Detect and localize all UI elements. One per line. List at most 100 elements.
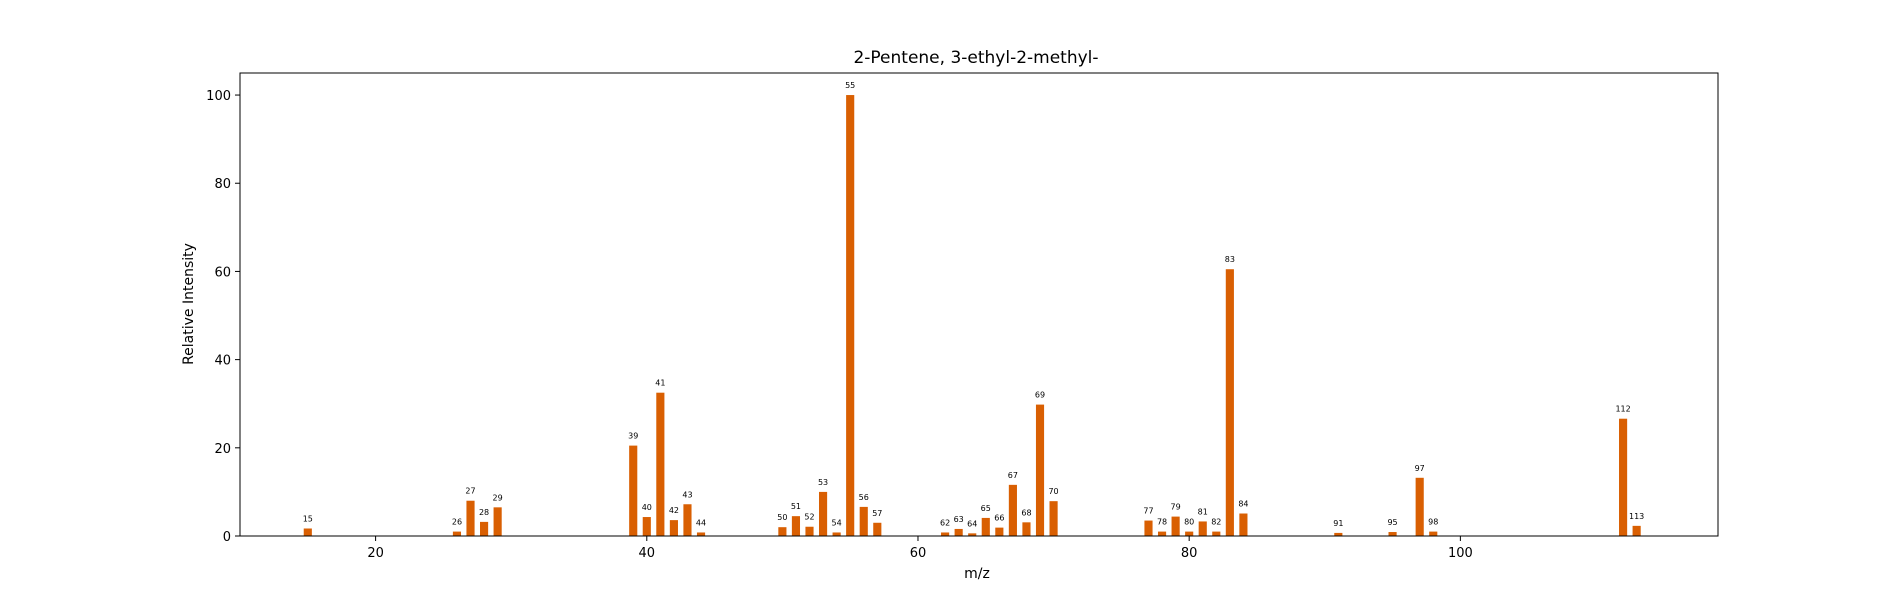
bar-mz-95 bbox=[1388, 532, 1397, 536]
bar-mz-43 bbox=[683, 504, 692, 536]
bars-group bbox=[303, 95, 1641, 537]
bar-label: 81 bbox=[1198, 507, 1208, 516]
bar-mz-54 bbox=[832, 532, 841, 536]
bar-label: 26 bbox=[452, 518, 462, 527]
bar-mz-81 bbox=[1198, 521, 1207, 536]
bar-mz-70 bbox=[1049, 501, 1058, 536]
bar-mz-84 bbox=[1239, 513, 1248, 536]
bar-label: 27 bbox=[465, 487, 475, 496]
bar-mz-42 bbox=[669, 520, 678, 536]
x-tick-label: 100 bbox=[1448, 546, 1473, 561]
bar-label: 65 bbox=[981, 504, 991, 513]
bar-label: 62 bbox=[940, 518, 950, 527]
bar-label: 79 bbox=[1171, 503, 1181, 512]
y-tick-label: 60 bbox=[214, 265, 231, 280]
bar-label: 112 bbox=[1615, 405, 1630, 414]
bar-label: 70 bbox=[1048, 487, 1058, 496]
bar-mz-68 bbox=[1022, 522, 1031, 536]
bar-label: 43 bbox=[682, 490, 692, 499]
bar-label: 39 bbox=[628, 432, 638, 441]
bar-mz-55 bbox=[846, 95, 855, 537]
bar-label: 83 bbox=[1225, 255, 1235, 264]
bar-label: 69 bbox=[1035, 391, 1045, 400]
bar-label: 50 bbox=[777, 513, 787, 522]
bar-mz-112 bbox=[1619, 418, 1628, 536]
y-axis-title: Relative Intensity bbox=[181, 243, 197, 365]
bar-mz-41 bbox=[656, 392, 665, 536]
bar-label: 64 bbox=[967, 519, 977, 528]
bar-label: 28 bbox=[479, 508, 489, 517]
x-tick-label: 60 bbox=[910, 546, 927, 561]
bar-label: 77 bbox=[1143, 507, 1153, 516]
bar-mz-29 bbox=[493, 507, 502, 536]
bar-mz-64 bbox=[968, 533, 977, 536]
bar-label: 95 bbox=[1387, 518, 1397, 527]
bar-label: 78 bbox=[1157, 518, 1167, 527]
bar-mz-40 bbox=[642, 517, 651, 536]
bar-mz-80 bbox=[1185, 531, 1194, 536]
bar-mz-83 bbox=[1225, 269, 1234, 536]
y-tick-label: 40 bbox=[214, 354, 231, 369]
bar-mz-97 bbox=[1415, 477, 1424, 536]
y-tick-label: 80 bbox=[214, 177, 231, 192]
bar-label: 63 bbox=[954, 515, 964, 524]
bar-label: 57 bbox=[872, 509, 882, 518]
bar-label: 52 bbox=[804, 513, 814, 522]
bar-mz-69 bbox=[1035, 404, 1045, 536]
bar-mz-66 bbox=[995, 527, 1004, 536]
bar-label: 82 bbox=[1211, 518, 1221, 527]
bar-label: 66 bbox=[994, 514, 1004, 523]
bar-mz-63 bbox=[954, 528, 963, 536]
bar-label: 68 bbox=[1021, 508, 1031, 517]
bar-mz-62 bbox=[941, 532, 950, 536]
bar-mz-98 bbox=[1429, 531, 1438, 536]
chart-title: 2-Pentene, 3-ethyl-2-methyl- bbox=[853, 48, 1098, 68]
bar-label: 41 bbox=[655, 379, 665, 388]
bar-label: 113 bbox=[1629, 512, 1644, 521]
bar-label: 55 bbox=[845, 81, 855, 90]
bar-mz-51 bbox=[791, 516, 801, 536]
bar-mz-91 bbox=[1334, 532, 1343, 536]
bar-label: 91 bbox=[1333, 519, 1343, 528]
bar-mz-113 bbox=[1632, 525, 1641, 536]
bar-mz-82 bbox=[1212, 531, 1221, 536]
x-tick-label: 20 bbox=[367, 546, 384, 561]
bar-label: 42 bbox=[669, 506, 679, 515]
bar-label: 98 bbox=[1428, 518, 1438, 527]
y-tick-label: 0 bbox=[223, 530, 231, 545]
bar-label: 40 bbox=[642, 503, 652, 512]
bar-mz-79 bbox=[1171, 516, 1180, 536]
bar-label: 56 bbox=[859, 493, 869, 502]
bar-mz-77 bbox=[1144, 520, 1153, 536]
bar-mz-57 bbox=[873, 522, 882, 536]
x-axis-title: m/z bbox=[964, 566, 990, 582]
bar-label: 15 bbox=[303, 515, 313, 524]
y-axis: 0 20 40 60 80 100 bbox=[206, 89, 240, 545]
plot-frame bbox=[239, 72, 1719, 537]
y-tick-label: 100 bbox=[206, 89, 231, 104]
bar-mz-52 bbox=[805, 526, 814, 536]
bar-label: 54 bbox=[832, 518, 842, 527]
bar-mz-56 bbox=[859, 506, 868, 536]
bar-mz-78 bbox=[1157, 531, 1167, 536]
y-tick-label: 20 bbox=[214, 442, 231, 457]
bar-mz-28 bbox=[480, 521, 489, 536]
bar-mz-53 bbox=[818, 491, 828, 536]
bar-mz-15 bbox=[303, 528, 312, 536]
bar-mz-50 bbox=[778, 527, 787, 536]
bar-mz-39 bbox=[629, 445, 638, 536]
bar-label: 51 bbox=[791, 502, 801, 511]
bar-label: 80 bbox=[1184, 518, 1194, 527]
bar-mz-67 bbox=[1008, 484, 1017, 536]
bar-mz-27 bbox=[466, 500, 475, 536]
bar-label: 44 bbox=[696, 518, 706, 527]
bar-mz-44 bbox=[696, 532, 706, 536]
bar-label: 29 bbox=[493, 493, 503, 502]
bar-label: 67 bbox=[1008, 471, 1018, 480]
bar-mz-26 bbox=[452, 531, 462, 536]
bar-label: 84 bbox=[1238, 500, 1248, 509]
bar-label: 53 bbox=[818, 478, 828, 487]
bar-mz-65 bbox=[981, 517, 990, 536]
